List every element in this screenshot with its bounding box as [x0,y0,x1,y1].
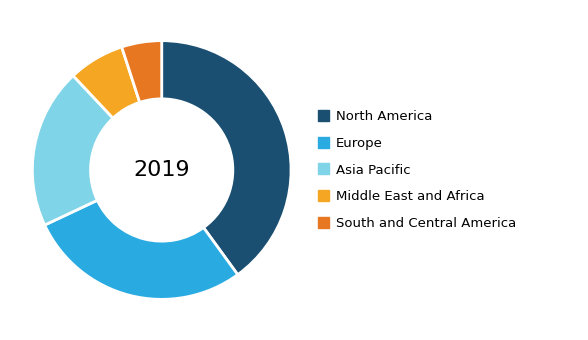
Wedge shape [32,76,113,225]
Wedge shape [45,200,238,299]
Text: 2019: 2019 [133,160,190,180]
Wedge shape [122,41,162,102]
Wedge shape [73,47,140,118]
Legend: North America, Europe, Asia Pacific, Middle East and Africa, South and Central A: North America, Europe, Asia Pacific, Mid… [318,110,516,230]
Wedge shape [162,41,291,275]
